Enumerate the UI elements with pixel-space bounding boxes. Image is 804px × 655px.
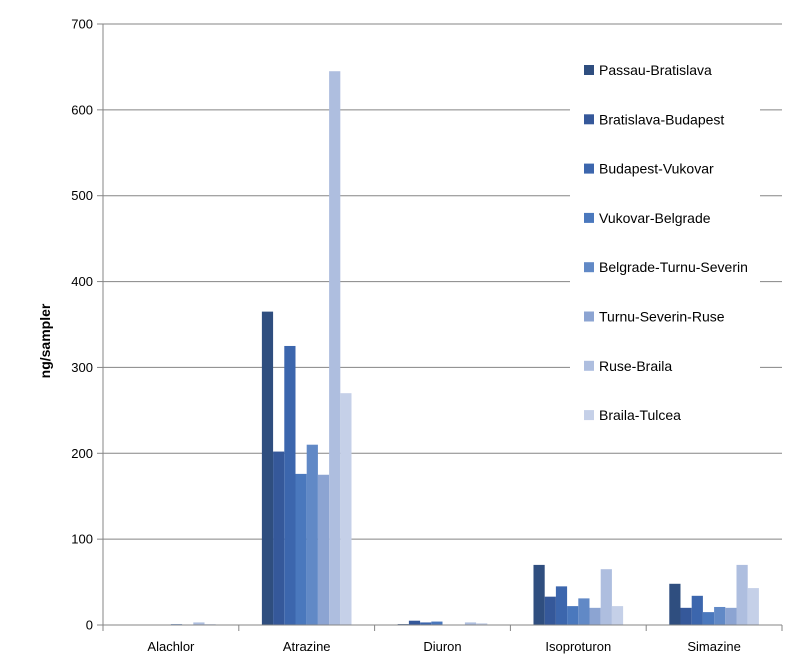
legend-label: Ruse-Braila — [599, 358, 672, 374]
y-tick-label: 100 — [71, 532, 93, 547]
legend-label: Bratislava-Budapest — [599, 111, 724, 127]
bar — [747, 588, 759, 625]
legend-background — [570, 52, 760, 424]
x-tick-label: Alachlor — [147, 639, 195, 654]
bar — [714, 606, 726, 625]
y-tick-label: 200 — [71, 446, 93, 461]
y-tick-labels: 0 100 200 300 400 500 600 700 — [71, 17, 93, 633]
bar — [600, 569, 612, 625]
bar — [340, 393, 352, 625]
y-tick-label: 700 — [71, 17, 93, 32]
y-tick-label: 600 — [71, 102, 93, 117]
bar — [533, 564, 545, 625]
bar — [736, 564, 748, 625]
bar — [408, 620, 421, 625]
bar — [431, 621, 443, 625]
bar — [578, 598, 590, 625]
bar — [420, 622, 432, 625]
y-tick-label: 300 — [71, 360, 93, 375]
x-tick-label: Diuron — [423, 639, 461, 654]
y-tick-label: 400 — [71, 274, 93, 289]
legend-swatch — [584, 114, 594, 125]
legend-swatch — [584, 410, 594, 421]
legend-swatch — [584, 360, 594, 371]
bar — [702, 612, 715, 625]
legend-swatch — [584, 262, 594, 273]
bar — [193, 622, 205, 625]
bar — [611, 606, 624, 625]
bar — [725, 607, 737, 625]
legend-label: Budapest-Vukovar — [599, 161, 714, 177]
x-tick-label: Atrazine — [283, 639, 331, 654]
bar — [261, 311, 274, 625]
x-tick-label: Simazine — [687, 639, 740, 654]
bar — [284, 345, 296, 625]
bar — [544, 596, 556, 625]
bar — [306, 444, 318, 625]
legend-label: Passau-Bratislava — [599, 62, 712, 78]
legend-label: Braila-Tulcea — [599, 407, 681, 423]
bar — [295, 473, 307, 625]
legend-swatch — [584, 212, 594, 223]
bar — [567, 606, 579, 625]
bar — [691, 595, 703, 625]
bar — [555, 586, 568, 625]
legend-swatch — [584, 65, 594, 75]
y-axis-title: ng/sampler — [37, 303, 53, 378]
legend-label: Belgrade-Turnu-Severin — [599, 259, 748, 275]
axes — [102, 24, 783, 631]
bar — [669, 583, 681, 625]
legend: Passau-Bratislava Bratislava-Budapest Buda… — [570, 52, 760, 424]
x-tick-labels: Alachlor Atrazine Diuron Isoproturon Simazin… — [147, 639, 740, 654]
x-tick-label: Isoproturon — [545, 639, 611, 654]
legend-swatch — [584, 311, 594, 322]
bar — [589, 607, 601, 625]
y-tick-label: 0 — [86, 618, 93, 633]
bars — [170, 71, 759, 625]
bar — [273, 451, 285, 625]
bar — [476, 623, 488, 625]
bar — [680, 607, 692, 625]
bar — [329, 71, 341, 625]
legend-swatch — [584, 163, 594, 174]
bar — [464, 622, 477, 625]
bar — [317, 474, 330, 625]
legend-label: Vukovar-Belgrade — [599, 210, 711, 226]
y-tick-label: 500 — [71, 188, 93, 203]
legend-label: Turnu-Severin-Ruse — [599, 309, 725, 325]
